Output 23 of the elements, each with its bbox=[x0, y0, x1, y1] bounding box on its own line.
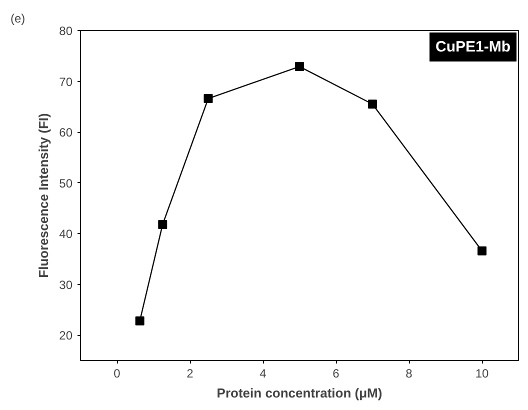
point bbox=[478, 246, 486, 256]
point bbox=[135, 316, 144, 326]
point bbox=[368, 100, 377, 109]
x-tick-label: 0 bbox=[114, 366, 121, 380]
y-tick-label: 40 bbox=[59, 227, 73, 242]
point bbox=[204, 94, 213, 104]
y-tick-label: 70 bbox=[59, 74, 73, 89]
point bbox=[295, 62, 304, 72]
text: (e) bbox=[10, 12, 26, 26]
y-tick-label: 60 bbox=[59, 126, 73, 140]
y-tick-label: 50 bbox=[59, 176, 73, 190]
y-tick-label: 30 bbox=[59, 278, 73, 292]
x-tick-label: 6 bbox=[332, 366, 340, 380]
x-tick-label: 2 bbox=[186, 366, 194, 380]
x-tick-label: 4 bbox=[260, 366, 267, 380]
x-tick-label: 8 bbox=[406, 366, 413, 380]
point bbox=[158, 220, 168, 229]
y-axis-title: Fluorescence Intensity (FI) bbox=[36, 113, 52, 278]
x-axis-title: Protein concentration (μM) bbox=[216, 386, 382, 400]
x-tick-label: 10 bbox=[475, 366, 489, 380]
y-tick-label: 20 bbox=[59, 328, 73, 343]
y-tick-label: 80 bbox=[59, 24, 73, 38]
annotation: CuPE1-Mb bbox=[436, 38, 510, 56]
